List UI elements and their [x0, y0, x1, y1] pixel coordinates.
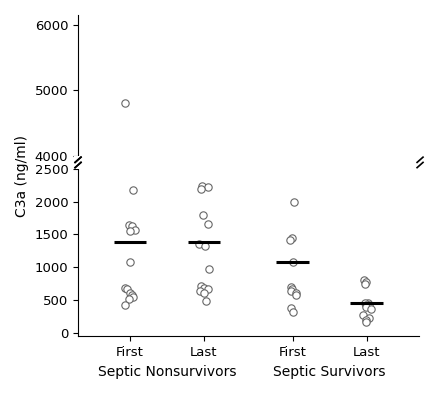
Point: [205, 266, 212, 273]
Bar: [74, 155, 83, 169]
Point: [289, 286, 296, 293]
Point: [360, 312, 367, 318]
Point: [205, 286, 212, 293]
Point: [363, 301, 370, 308]
Point: [200, 212, 207, 219]
Point: [201, 242, 208, 249]
Point: [292, 292, 299, 299]
Point: [201, 285, 208, 291]
Point: [363, 278, 370, 285]
Point: [126, 259, 133, 266]
Point: [289, 235, 296, 242]
Point: [128, 292, 135, 299]
Point: [130, 293, 137, 300]
Point: [366, 302, 373, 309]
Point: [362, 280, 369, 287]
Point: [286, 236, 293, 243]
Point: [362, 317, 369, 324]
Point: [203, 297, 210, 304]
Point: [124, 286, 131, 293]
Point: [362, 300, 369, 307]
Point: [361, 277, 368, 284]
Point: [365, 299, 372, 306]
Point: [195, 241, 202, 248]
Point: [205, 220, 212, 227]
Point: [198, 185, 205, 192]
Point: [122, 302, 129, 309]
Point: [131, 226, 138, 233]
Point: [291, 198, 298, 205]
Point: [125, 296, 132, 303]
Point: [289, 259, 296, 266]
Point: [367, 306, 374, 312]
Point: [290, 309, 297, 316]
Point: [366, 315, 373, 322]
Point: [197, 287, 204, 294]
Point: [126, 290, 133, 297]
Point: [126, 221, 133, 228]
Point: [122, 285, 129, 291]
Point: [198, 282, 205, 289]
Point: [129, 187, 136, 194]
Point: [205, 184, 212, 191]
Point: [288, 288, 295, 295]
Point: [362, 304, 369, 310]
Text: Septic Nonsurvivors: Septic Nonsurvivors: [98, 365, 236, 380]
Point: [287, 304, 294, 311]
Point: [198, 183, 205, 189]
Point: [122, 100, 129, 107]
Point: [293, 290, 300, 297]
Point: [129, 223, 136, 230]
Point: [201, 289, 208, 296]
Point: [363, 318, 370, 325]
Point: [288, 284, 295, 290]
Text: Septic Survivors: Septic Survivors: [273, 365, 386, 380]
Y-axis label: C3a (ng/ml): C3a (ng/ml): [15, 134, 29, 216]
Point: [127, 228, 134, 234]
Bar: [78, 156, 419, 169]
